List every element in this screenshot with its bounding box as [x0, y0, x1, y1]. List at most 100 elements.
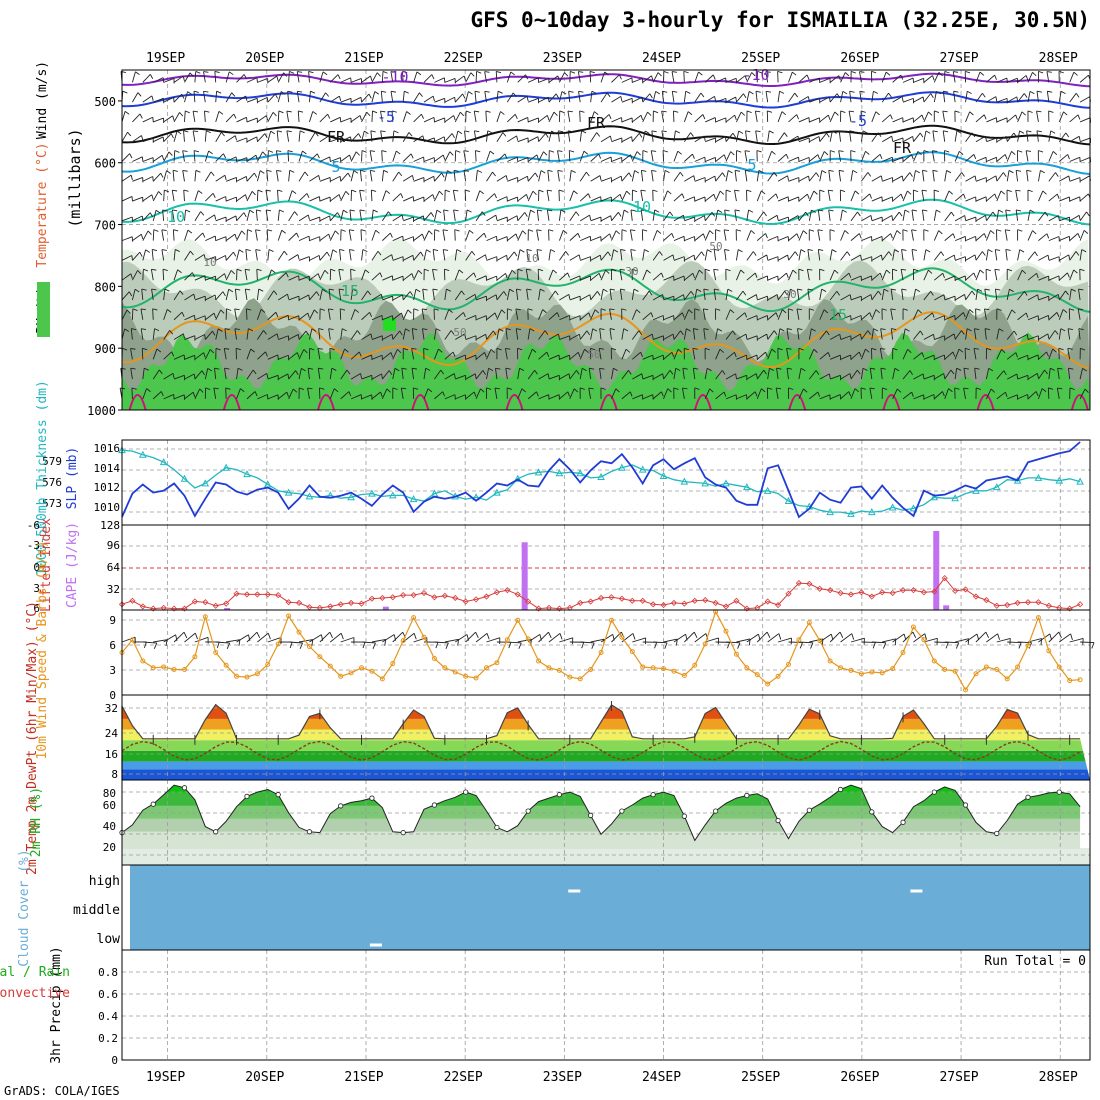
wind-barb-flag [862, 130, 868, 134]
wind-barb-flag [807, 288, 813, 291]
wind-barb [786, 328, 789, 340]
lifted-index-point [910, 587, 917, 594]
wind-barb [465, 91, 469, 103]
wind-barb-flag [364, 269, 370, 274]
wind-barb [923, 249, 927, 261]
wind-barb [444, 115, 454, 123]
wind-barb-flag [742, 290, 747, 296]
wind-barb [371, 272, 381, 281]
wind-barb [309, 153, 318, 162]
wind-barb [892, 156, 903, 162]
wind-barb-flag [896, 230, 901, 235]
wind-barb [611, 230, 617, 241]
wind-barb [132, 196, 143, 202]
wind-barb-flag [277, 189, 283, 192]
grid [122, 950, 1090, 1060]
wind10-tick-label: 6 [109, 639, 116, 652]
wind-barb-flag [1050, 130, 1056, 134]
wind-barb-flag [552, 269, 558, 274]
wind-barb-flag [740, 111, 746, 116]
wind10-point [671, 668, 677, 674]
wind-barb [184, 230, 189, 241]
wind-barb-flag [813, 348, 818, 353]
wind-barb-flag [485, 254, 487, 260]
wind-barb [923, 291, 932, 301]
wind-barb [1069, 638, 1084, 643]
wind-barb-flag [630, 249, 636, 251]
lifted-index-point [420, 589, 428, 597]
wind-barb [642, 269, 648, 281]
wind-barb-flag [734, 352, 737, 358]
wind-barb [203, 71, 206, 83]
temp-contour-label: 10 [167, 208, 185, 226]
wind-barb [579, 214, 590, 222]
wind-barb [465, 230, 470, 241]
wind-barb-flag [728, 170, 733, 174]
wind-barb-flag [367, 290, 372, 296]
lifted-index-point [837, 589, 844, 597]
wind-barb [798, 156, 810, 162]
wind-barb [423, 175, 435, 182]
wind-barb [505, 368, 508, 380]
wind-barb-flag [307, 214, 310, 220]
lifted-index-point [1004, 601, 1011, 609]
wind-barb-flag [1036, 373, 1039, 379]
wind-barb [1078, 289, 1081, 301]
wind-barb-flag [130, 367, 136, 370]
wind-barb-flag [1078, 328, 1084, 331]
wind-barb-flag [848, 272, 852, 278]
wind-barb [298, 171, 306, 182]
wind-barb [986, 633, 998, 643]
wind-barb-flag [943, 130, 949, 133]
wind-barb-flag [411, 273, 414, 279]
lifted-index-point [775, 601, 782, 609]
wind-barb-flag [994, 193, 997, 199]
wind-barb [944, 211, 952, 222]
wind-barb [600, 289, 604, 301]
wind-barb [517, 638, 532, 643]
wind-barb-flag [122, 347, 128, 351]
wind-barb-flag [1091, 642, 1095, 649]
wind-barb [255, 249, 258, 261]
wind-barb-flag [422, 328, 428, 330]
wind-barb-flag [642, 150, 648, 153]
wind-barb [307, 368, 310, 380]
wind-barb-flag [915, 288, 921, 293]
wind-barb [661, 111, 664, 123]
wind-barb [913, 289, 916, 301]
wind-barb [288, 641, 303, 644]
wind-barb-flag [507, 308, 513, 311]
wind-barb [871, 328, 874, 340]
wind-barb [392, 275, 404, 281]
wind-barb-flag [1058, 70, 1064, 74]
wind-barb-flag [124, 111, 130, 115]
wind-barb [913, 330, 921, 340]
wind-barb-flag [546, 115, 550, 121]
wind-barb-flag [810, 642, 814, 649]
wind-barb [671, 71, 675, 83]
wind-barb [611, 368, 614, 380]
wind-barb-flag [737, 249, 743, 253]
x-date-label-top: 26SEP [840, 51, 879, 66]
wind10-point [681, 672, 687, 678]
wind-barb-flag [788, 308, 794, 311]
wind-barb [871, 236, 883, 242]
slp-tick-label: 1014 [94, 462, 121, 475]
wind-barb [330, 175, 341, 182]
wind-barb-flag [938, 72, 943, 77]
wind-barb [663, 295, 675, 301]
wind-barb [994, 288, 998, 301]
x-date-label-bottom: 21SEP [344, 1070, 383, 1085]
wind-barb-flag [589, 70, 595, 74]
wind10-point [150, 665, 156, 671]
wind-barb-flag [589, 367, 595, 370]
wind-barb-flag [892, 347, 898, 351]
cape-tick-label: 32 [107, 583, 120, 596]
temp-contour-label: -5 [377, 108, 395, 126]
wind-barb-flag [276, 169, 282, 172]
wind-barb [288, 352, 298, 360]
wind-barb-flag [755, 110, 761, 113]
wind-barb-flag [506, 387, 512, 390]
wind-barb-flag [449, 151, 454, 156]
wind-barb [734, 209, 737, 221]
